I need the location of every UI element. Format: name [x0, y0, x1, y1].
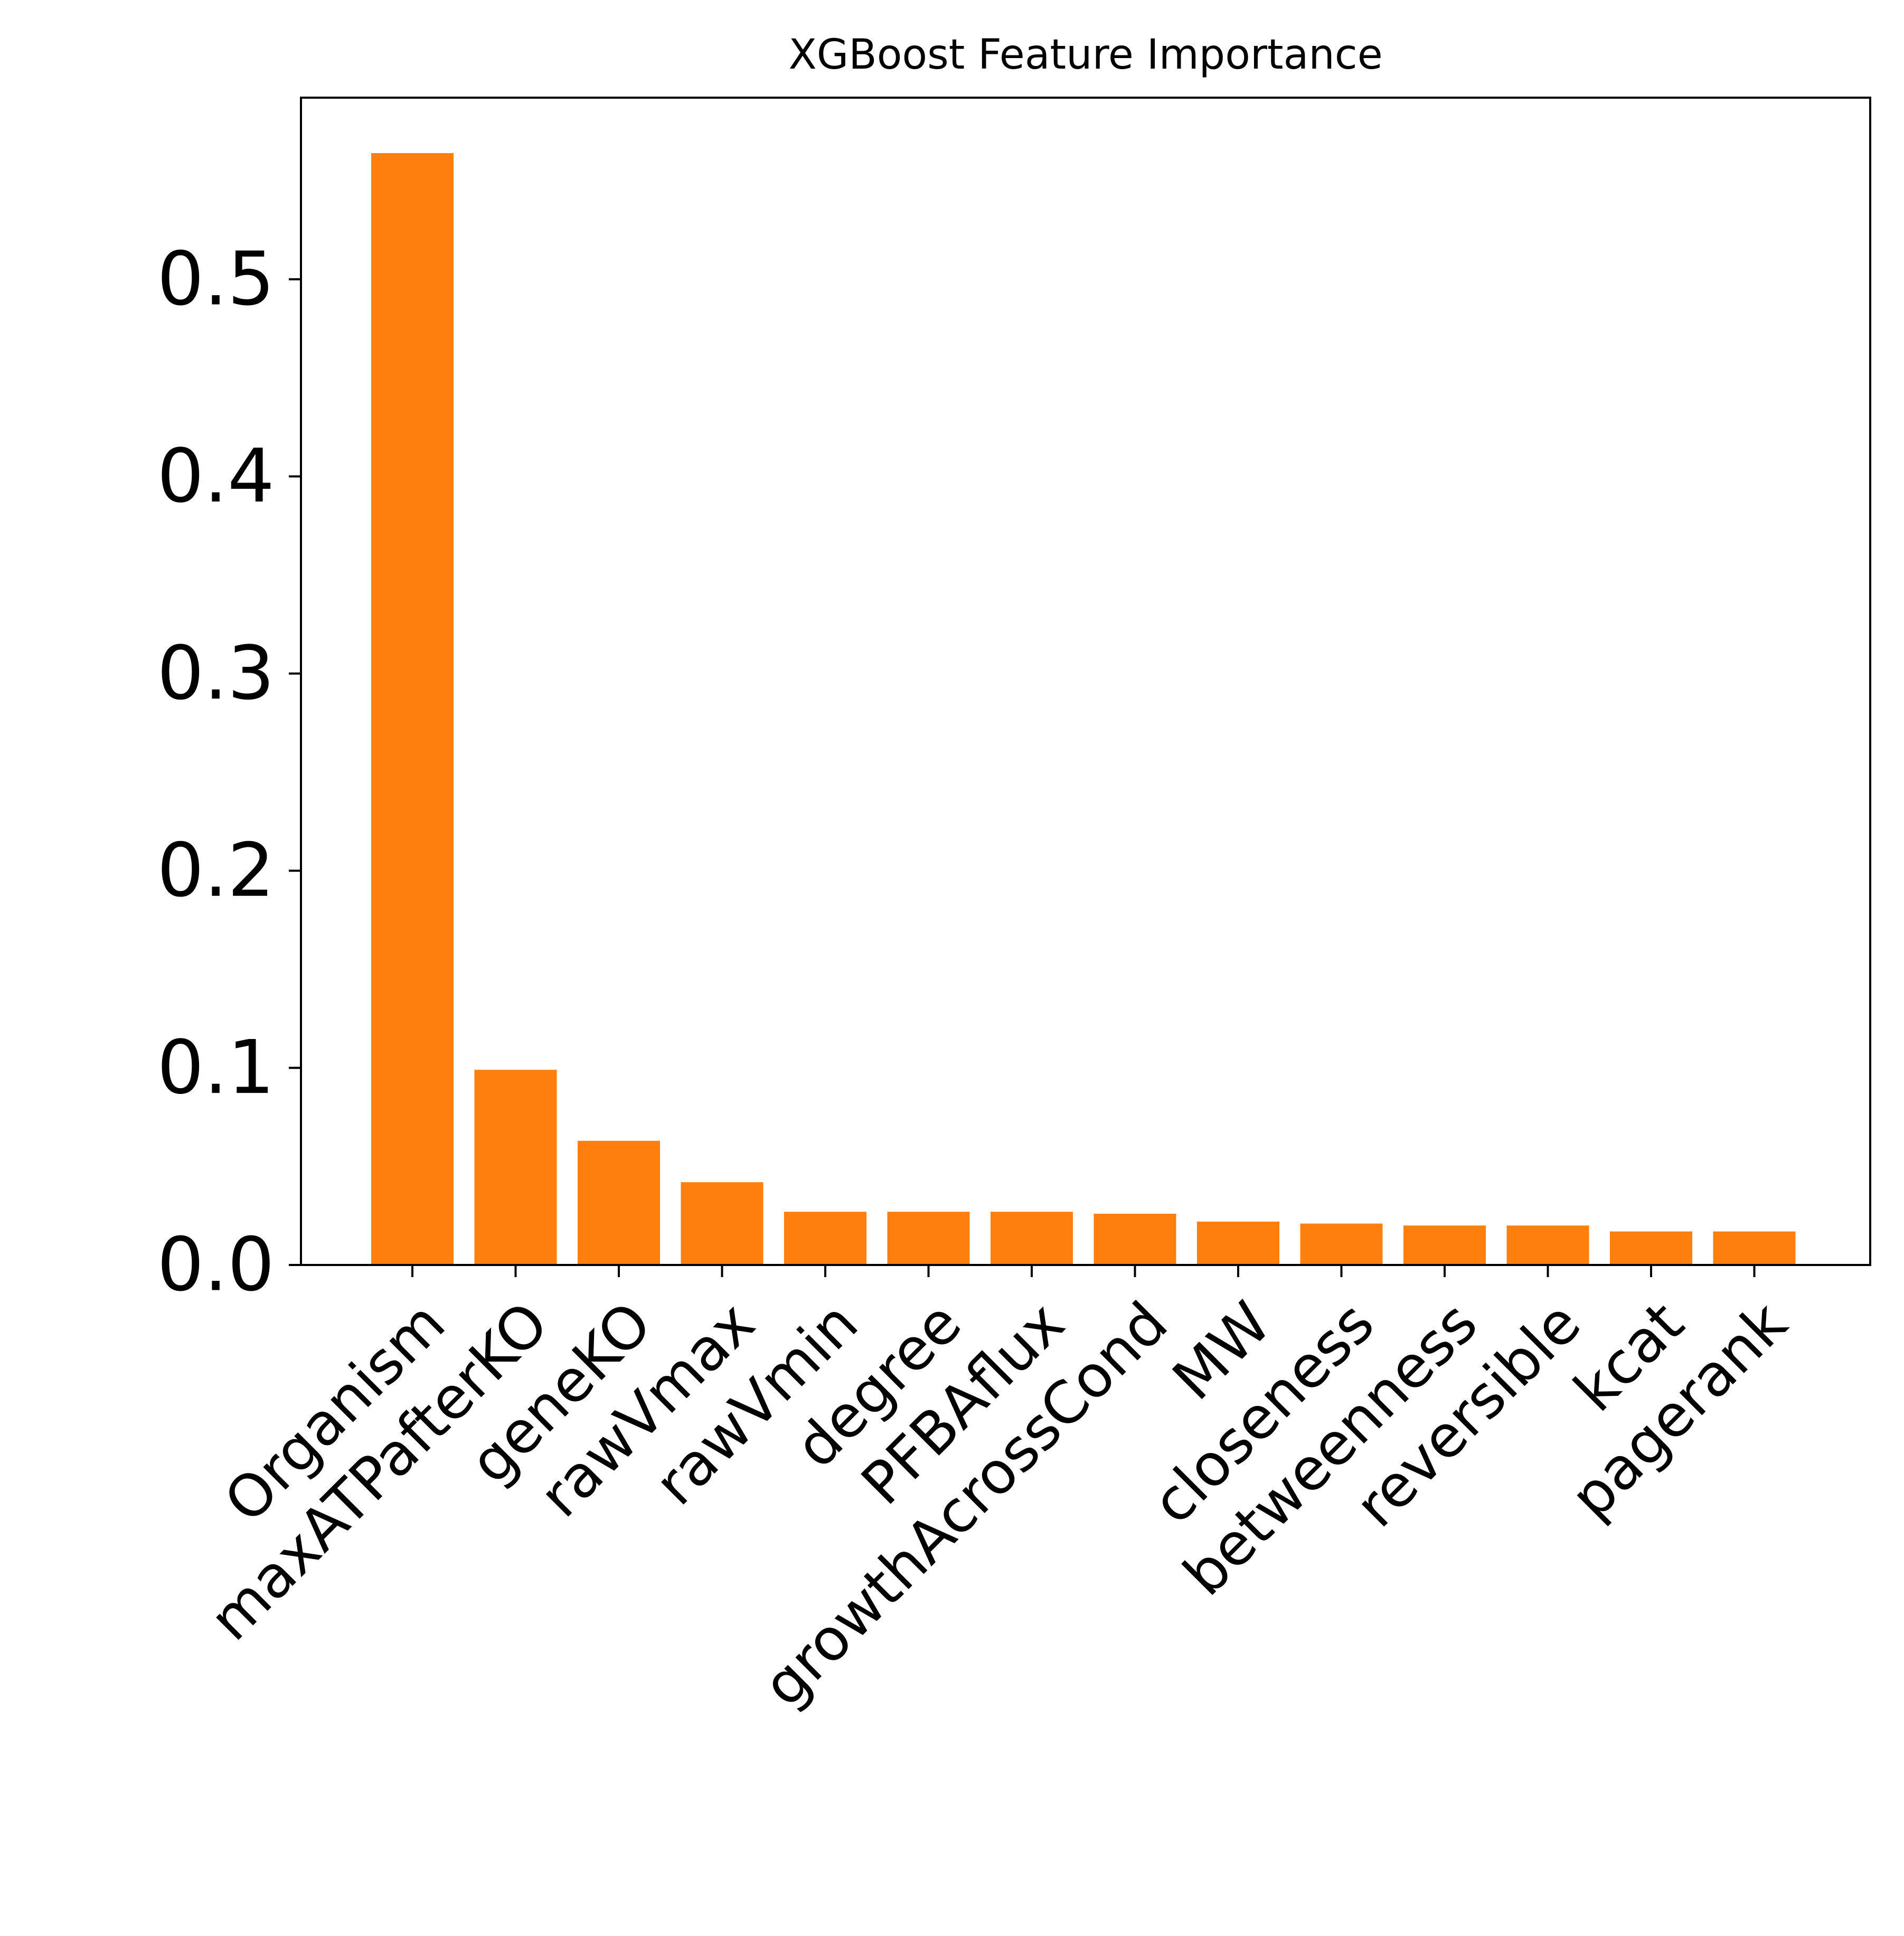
bar-PFBAflux — [991, 1212, 1073, 1265]
bars-group — [371, 153, 1796, 1265]
y-tick-label: 0.1 — [157, 1025, 275, 1111]
bar-MW — [1197, 1221, 1279, 1265]
y-tick-label: 0.4 — [157, 433, 275, 520]
chart-title: XGBoost Feature Importance — [788, 31, 1382, 79]
y-tick-label: 0.0 — [157, 1222, 275, 1308]
bar-rawVmax — [681, 1182, 764, 1265]
bar-Organism — [371, 153, 454, 1265]
y-tick-label: 0.2 — [157, 828, 275, 914]
bar-geneKO — [578, 1140, 660, 1265]
y-axis: 0.0 0.1 0.2 0.3 0.4 0.5 — [157, 237, 301, 1308]
bar-degree — [887, 1212, 970, 1265]
bar-betweenness — [1403, 1225, 1486, 1265]
bar-growthAcrossCond — [1094, 1213, 1176, 1265]
bar-pagerank — [1713, 1231, 1796, 1265]
plot-frame — [300, 97, 1871, 1266]
x-axis: OrganismmaxATPafterKOgeneKOrawVmaxrawVmi… — [197, 1265, 1800, 1720]
bar-kcat — [1610, 1231, 1692, 1265]
bar-maxATPafterKO — [474, 1070, 557, 1265]
y-tick-label: 0.3 — [157, 630, 275, 716]
bar-reversible — [1506, 1225, 1589, 1265]
bar-closeness — [1300, 1223, 1383, 1265]
y-tick-label: 0.5 — [157, 237, 275, 323]
bar-rawVmin — [784, 1212, 866, 1265]
